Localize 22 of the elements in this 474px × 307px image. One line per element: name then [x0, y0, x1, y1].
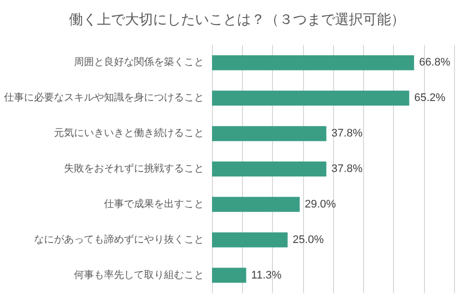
y-tick-label: 失敗をおそれずに挑戦すること: [64, 162, 204, 174]
y-tick-label: 仕事に必要なスキルや知識を身につけること: [4, 92, 204, 104]
y-tick-label: なにがあっても諦めずにやり抜くこと: [34, 233, 204, 246]
data-label: 29.0%: [304, 198, 336, 210]
bar: [212, 268, 246, 283]
y-tick-label: 周囲と良好な関係を築くこと: [74, 56, 204, 68]
data-label: 11.3%: [251, 269, 282, 282]
chart-title: 働く上で大切にしたいことは？（３つまで選択可能）: [69, 12, 405, 28]
bar: [212, 162, 326, 176]
data-label: 65.2%: [414, 92, 446, 104]
y-tick-label: 仕事で成果を出すこと: [104, 198, 204, 210]
data-label: 37.8%: [331, 128, 363, 140]
bar: [212, 55, 414, 70]
bar: [212, 232, 288, 248]
bar: [212, 126, 326, 142]
y-tick-label: 何事も率先して取り組むこと: [74, 268, 204, 281]
bar: [212, 196, 300, 212]
data-label: 66.8%: [419, 56, 450, 69]
data-label: 37.8%: [331, 163, 363, 175]
y-tick-label: 元気にいきいきと働き続けること: [54, 127, 204, 140]
data-label: 25.0%: [292, 234, 324, 246]
bar: [212, 90, 410, 106]
